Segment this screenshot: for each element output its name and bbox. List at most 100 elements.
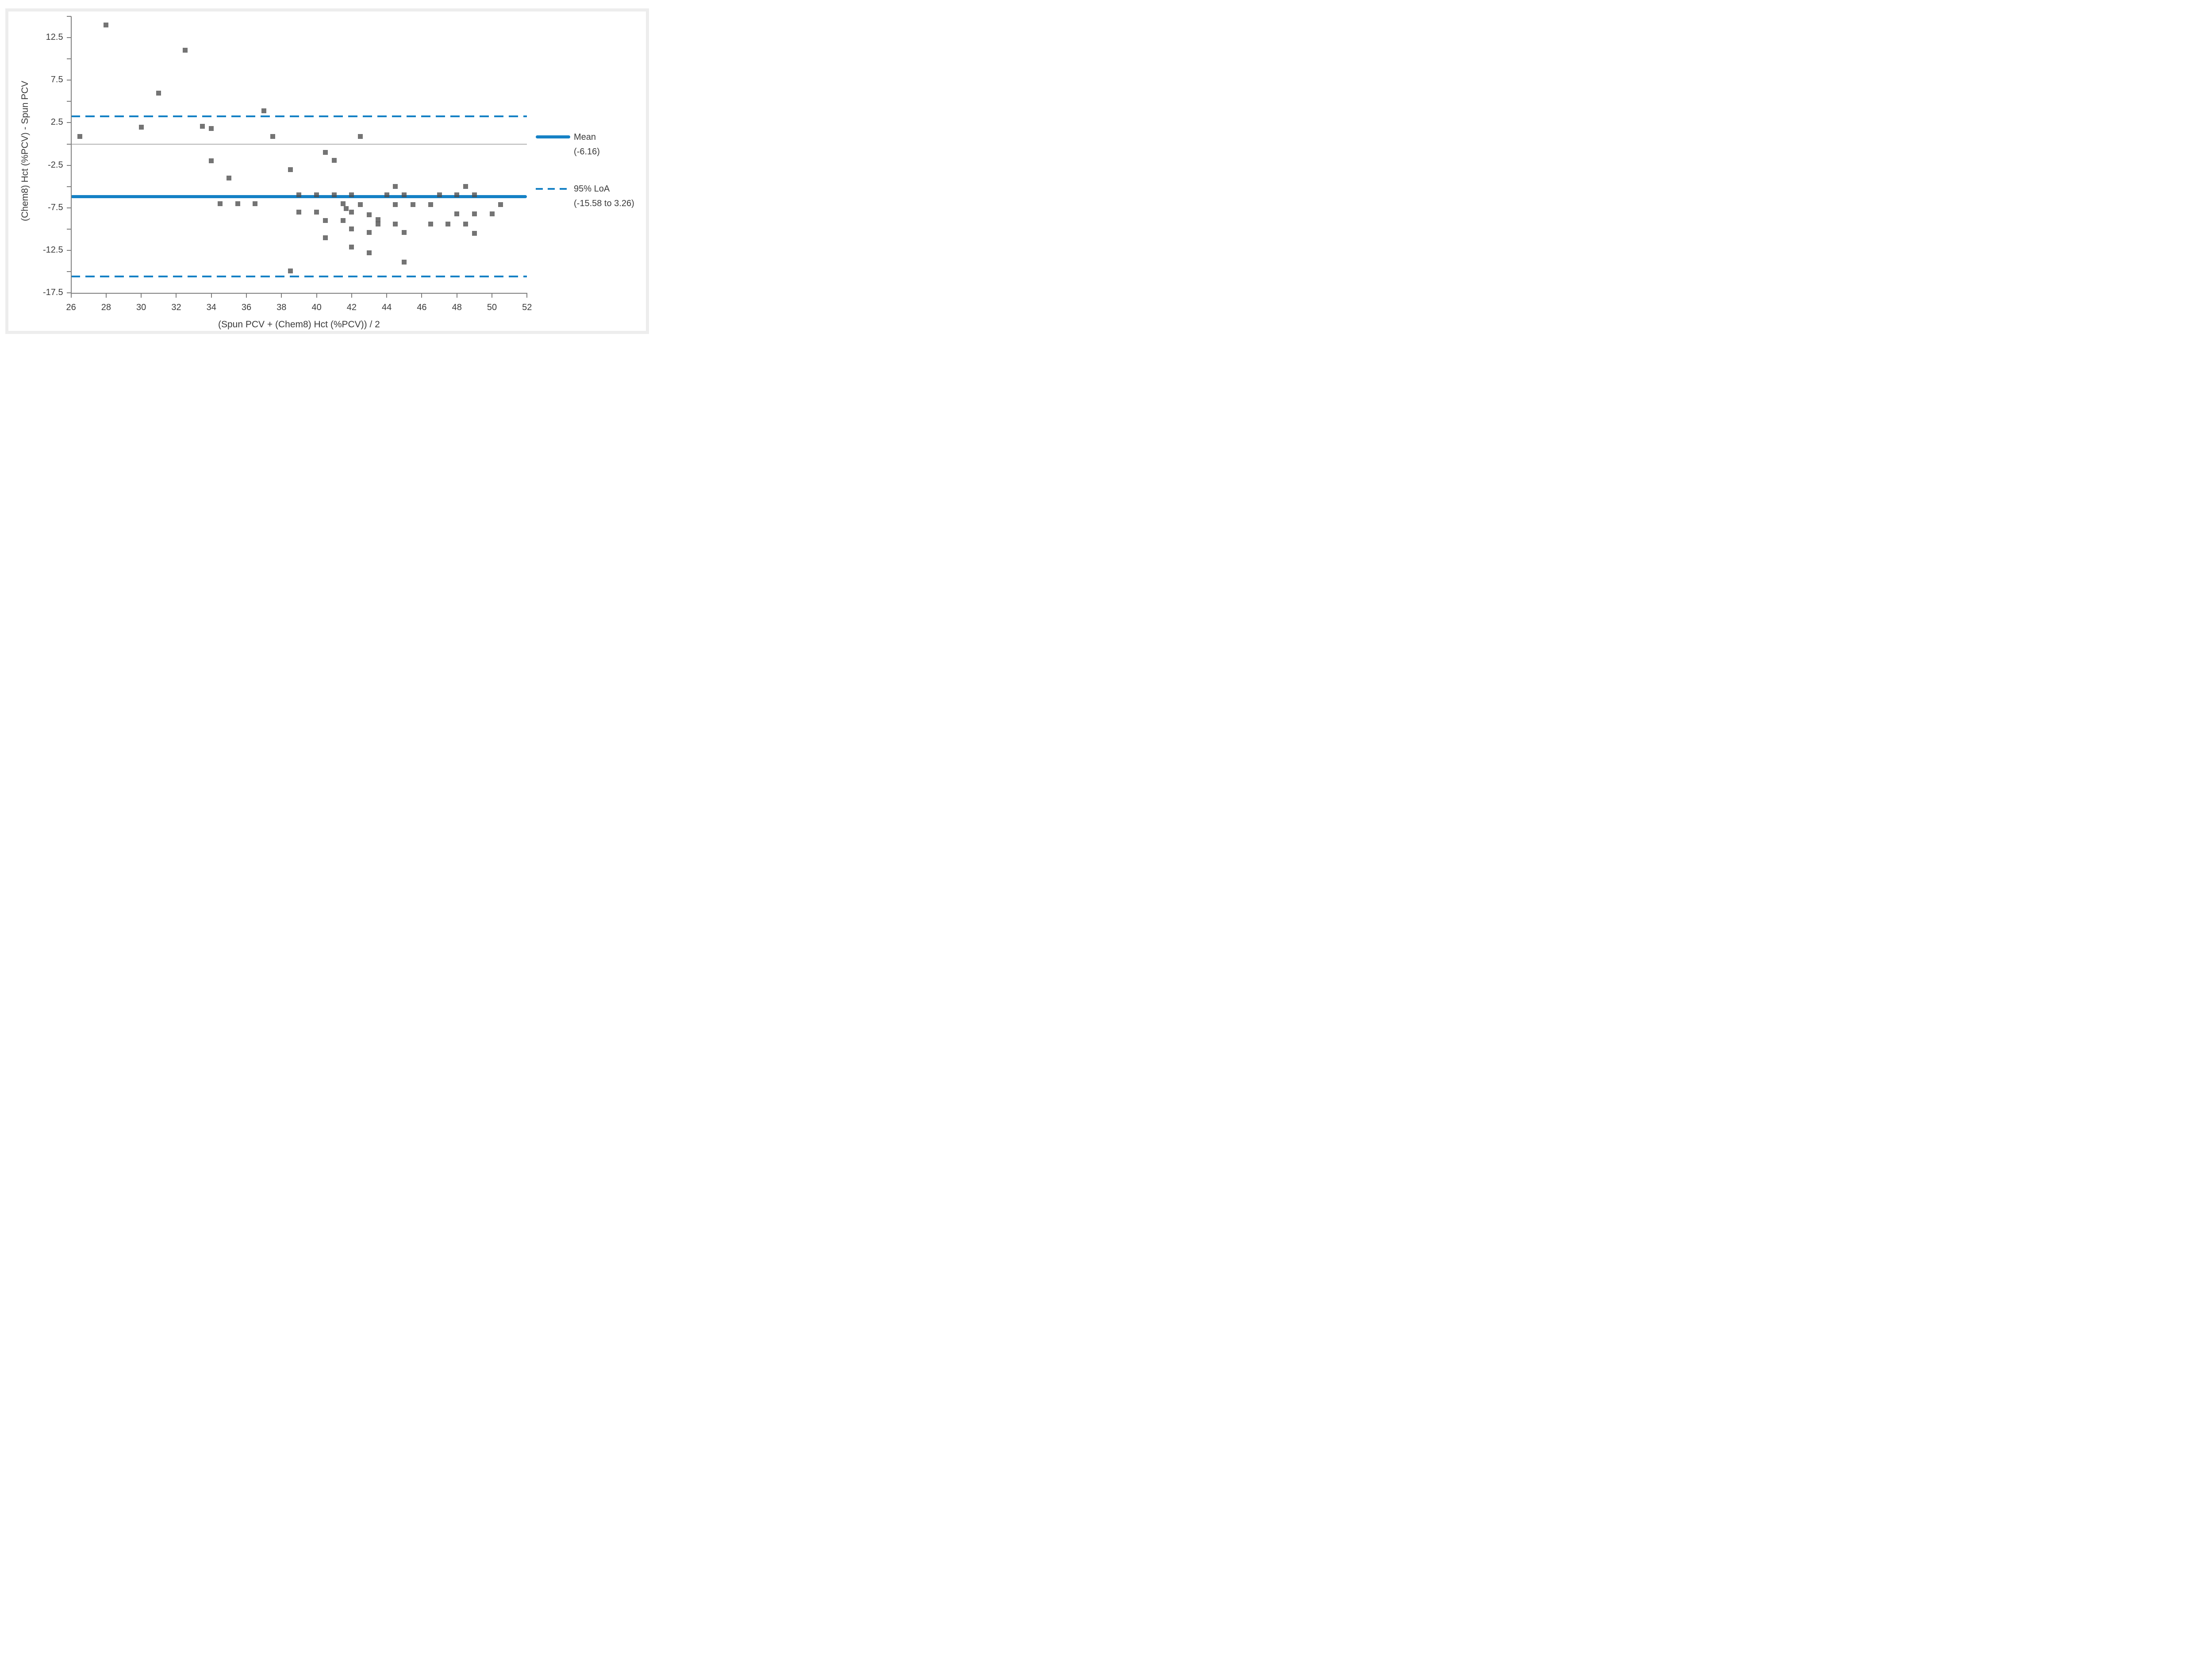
y-tick-label: 2.5: [50, 117, 63, 127]
y-tick-label: 7.5: [50, 75, 63, 85]
data-point: [367, 212, 372, 217]
data-point: [218, 201, 223, 206]
data-point: [349, 209, 354, 215]
data-point: [323, 235, 328, 240]
x-tick-34: [211, 293, 212, 298]
data-point: [296, 209, 302, 215]
data-point: [156, 90, 161, 96]
data-point: [77, 134, 82, 139]
data-point: [209, 158, 214, 164]
y-tick--7.5: [66, 207, 71, 208]
data-point: [393, 184, 398, 189]
loa-line-legend-sample: [536, 188, 570, 190]
x-tick-label: 28: [101, 303, 111, 313]
x-tick-30: [141, 293, 142, 298]
y-tick--10: [66, 228, 71, 230]
data-point: [472, 192, 477, 198]
x-tick-label: 38: [276, 303, 287, 313]
y-tick-label: -2.5: [48, 160, 63, 170]
x-tick-52: [526, 293, 528, 298]
data-point: [323, 150, 328, 155]
y-tick-0: [66, 143, 71, 145]
data-point: [445, 221, 451, 226]
x-tick-46: [421, 293, 422, 298]
data-point: [454, 192, 460, 198]
data-point: [349, 226, 354, 232]
x-tick-label: 26: [66, 303, 76, 313]
data-point: [209, 126, 214, 131]
x-tick-label: 32: [171, 303, 181, 313]
data-point: [393, 221, 398, 226]
data-point: [472, 231, 477, 236]
data-point: [314, 192, 319, 198]
y-tick--2.5: [66, 165, 71, 166]
x-tick-36: [246, 293, 247, 298]
plot-area: 12.5 7.5 2.5 -2.5 -7.5 -12.5 -17.5 26 28 30 32 34 36…: [8, 12, 646, 331]
data-point: [402, 230, 407, 235]
y-tick--12.5: [66, 250, 71, 251]
x-tick-label: 34: [206, 303, 216, 313]
data-point: [454, 211, 460, 216]
y-tick-label: 12.5: [46, 32, 63, 42]
data-point: [344, 206, 349, 211]
data-point: [340, 218, 346, 223]
y-tick-15: [66, 15, 71, 17]
y-tick-label: -7.5: [48, 202, 63, 212]
x-tick-32: [176, 293, 177, 298]
y-tick--17.5: [66, 292, 71, 294]
bland-altman-chart-page: { "chart_data": { "type": "scatter", "ti…: [0, 0, 651, 334]
data-point: [340, 201, 346, 206]
y-tick-5: [66, 101, 71, 102]
loa-upper-line: [70, 115, 527, 117]
x-tick-label: 42: [346, 303, 357, 313]
x-axis-line: [70, 293, 528, 294]
data-point: [463, 184, 469, 189]
x-tick-42: [351, 293, 352, 298]
data-point: [200, 123, 205, 129]
x-tick-label: 30: [136, 303, 146, 313]
x-tick-label: 48: [452, 303, 462, 313]
x-tick-38: [281, 293, 282, 298]
x-tick-40: [316, 293, 317, 298]
data-point: [402, 192, 407, 198]
loa-lower-line: [70, 276, 527, 278]
y-tick-7.5: [66, 80, 71, 81]
x-tick-label: 46: [417, 303, 427, 313]
data-point: [472, 211, 477, 216]
mean-line-legend-sample: [536, 135, 570, 138]
data-point: [384, 192, 389, 198]
data-point: [358, 202, 363, 207]
data-point: [411, 202, 416, 207]
data-point: [138, 124, 144, 130]
data-point: [367, 250, 372, 256]
x-tick-label: 36: [241, 303, 252, 313]
x-tick-label: 50: [487, 303, 497, 313]
data-point: [463, 221, 469, 226]
data-point: [270, 134, 275, 139]
x-tick-44: [386, 293, 388, 298]
data-point: [104, 22, 109, 27]
legend-mean-label: Mean (-6.16): [574, 132, 600, 157]
x-axis-title: (Spun PCV + (Chem8) Hct (%PCV)) / 2: [218, 319, 380, 330]
y-axis-title: (Chem8) Hct (%PCV) - Spun PCV: [20, 81, 30, 221]
data-point: [489, 211, 495, 216]
y-tick-label: -12.5: [43, 245, 63, 255]
y-tick-label: -17.5: [43, 288, 63, 298]
data-point: [428, 202, 433, 207]
data-point: [235, 201, 240, 206]
x-tick-label: 52: [522, 303, 532, 313]
data-point: [323, 218, 328, 223]
data-point: [314, 209, 319, 215]
data-point: [375, 217, 380, 223]
data-point: [428, 221, 433, 226]
data-point: [226, 175, 231, 180]
data-point: [402, 260, 407, 265]
data-point: [367, 230, 372, 235]
data-point: [288, 167, 293, 172]
y-tick--5: [66, 186, 71, 187]
data-point: [349, 244, 354, 249]
data-point: [375, 221, 380, 226]
y-tick-2.5: [66, 122, 71, 123]
x-tick-label: 44: [382, 303, 392, 313]
data-point: [393, 202, 398, 207]
